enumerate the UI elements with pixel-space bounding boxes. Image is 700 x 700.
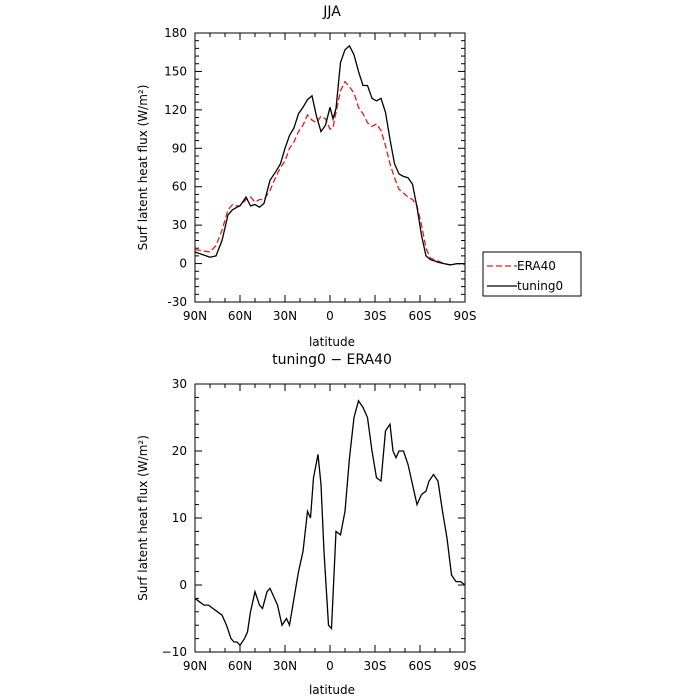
y-tick-label: 30 xyxy=(172,377,187,391)
series-line-tuning0 xyxy=(194,44,465,266)
y-axis-title: Surf latent heat flux (W/m²) xyxy=(136,435,150,601)
y-tick-label: 90 xyxy=(172,141,187,155)
legend-box xyxy=(482,251,582,297)
plot-frame xyxy=(194,383,466,653)
x-tick-label: 30S xyxy=(364,659,387,673)
y-tick-label: 10 xyxy=(172,511,187,525)
y-tick-label: 20 xyxy=(172,444,187,458)
x-tick-label: 30S xyxy=(364,309,387,323)
x-tick-label: 90S xyxy=(454,309,477,323)
y-tick-label: 150 xyxy=(164,64,187,78)
x-tick-label: 30N xyxy=(273,659,297,673)
plot-frame xyxy=(194,32,466,303)
x-tick-label: 60N xyxy=(228,659,252,673)
x-tick-label: 60N xyxy=(228,309,252,323)
y-tick-label: 180 xyxy=(164,26,187,40)
bottom-panel-title: tuning0 − ERA40 xyxy=(272,352,392,368)
bottom-panel-difference: tuning0 − ERA40 latitude 90N 60N 30N 0 30S 60… xyxy=(136,352,476,697)
y-tick-label: 0 xyxy=(179,257,187,271)
x-tick-label: 90N xyxy=(183,309,207,323)
legend: ERA40 tuning0 xyxy=(482,251,582,297)
x-tick-label: 90N xyxy=(183,659,207,673)
y-tick-label: 0 xyxy=(179,578,187,592)
legend-label: tuning0 xyxy=(517,279,563,293)
legend-label: ERA40 xyxy=(517,259,556,273)
y-axis-title: Surf latent heat flux (W/m²) xyxy=(136,85,150,251)
x-tick-label: 0 xyxy=(326,309,334,323)
y-tick-label: 60 xyxy=(172,180,187,194)
bottom-panel-xlabel: latitude xyxy=(309,683,355,697)
x-tick-label: 90S xyxy=(454,659,477,673)
y-tick-label: −10 xyxy=(162,645,187,659)
x-tick-label: 60S xyxy=(409,309,432,323)
top-panel-xlabel: latitude xyxy=(309,335,355,349)
top-panel-title: JJA xyxy=(322,4,341,20)
y-tick-label: 120 xyxy=(164,103,187,117)
x-tick-label: 0 xyxy=(326,659,334,673)
top-panel-jja: JJA latitude 90N 60N 30N 0 30S 60S 90S -30 0 30 60… xyxy=(136,4,476,349)
x-tick-label: 30N xyxy=(273,309,297,323)
series-line-difference xyxy=(194,399,466,647)
x-tick-label: 60S xyxy=(409,659,432,673)
y-tick-label: 30 xyxy=(172,218,187,232)
y-tick-label: -30 xyxy=(167,295,187,309)
